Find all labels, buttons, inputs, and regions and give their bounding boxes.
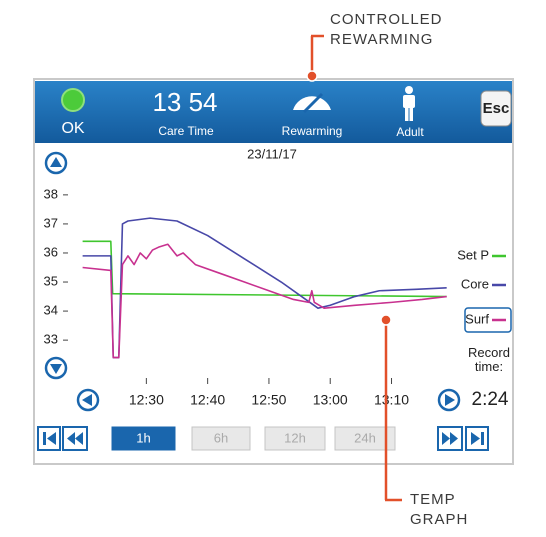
annotation: CONTROLLED REWARMING: [330, 10, 460, 50]
x-tick-label: 13:00: [313, 392, 348, 408]
annotation: TEMP GRAPH: [410, 490, 490, 530]
x-tick-label: 12:30: [129, 392, 164, 408]
mode-label: Rewarming: [282, 124, 343, 138]
range-label[interactable]: 12h: [284, 430, 306, 445]
x-tick-label: 12:50: [251, 392, 286, 408]
chart-title: 23/11/17: [247, 146, 297, 161]
clock: 13 54: [152, 87, 217, 117]
y-tick-label: 36: [44, 244, 58, 259]
callout-dot: [307, 71, 317, 81]
record-label: Record time:: [464, 346, 514, 374]
jump-start[interactable]: [38, 427, 60, 450]
y-tick-label: 37: [44, 215, 58, 230]
step-forward[interactable]: [438, 427, 462, 450]
status-light: [62, 89, 84, 111]
status-bar: [35, 81, 512, 143]
step-back[interactable]: [63, 427, 87, 450]
page: OK 13 54 Care Time Rewarming Adult Esc 2…: [0, 0, 546, 537]
legend-label[interactable]: Core: [461, 276, 489, 291]
escape-label[interactable]: Esc: [483, 100, 510, 117]
callout-dot: [381, 315, 391, 325]
x-tick-label: 13:10: [374, 392, 409, 408]
y-tick-label: 38: [44, 186, 58, 201]
range-label[interactable]: 1h: [136, 430, 150, 445]
legend-label[interactable]: Set P: [457, 247, 489, 262]
legend-label[interactable]: Surf: [465, 311, 489, 326]
screen: OK 13 54 Care Time Rewarming Adult Esc 2…: [0, 0, 546, 537]
y-tick-label: 33: [44, 332, 58, 347]
scroll-left[interactable]: [78, 390, 98, 410]
record-time: 2:24: [472, 389, 509, 410]
scroll-up[interactable]: [46, 153, 66, 173]
clock-label: Care Time: [158, 124, 214, 138]
status-text: OK: [61, 120, 84, 137]
range-label[interactable]: 24h: [354, 430, 376, 445]
jump-end[interactable]: [466, 427, 488, 450]
scroll-down[interactable]: [46, 358, 66, 378]
scroll-right[interactable]: [439, 390, 459, 410]
y-tick-label: 34: [44, 303, 58, 318]
x-tick-label: 12:40: [190, 392, 225, 408]
y-tick-label: 35: [44, 273, 58, 288]
range-label[interactable]: 6h: [214, 430, 228, 445]
patient-label: Adult: [396, 125, 424, 139]
